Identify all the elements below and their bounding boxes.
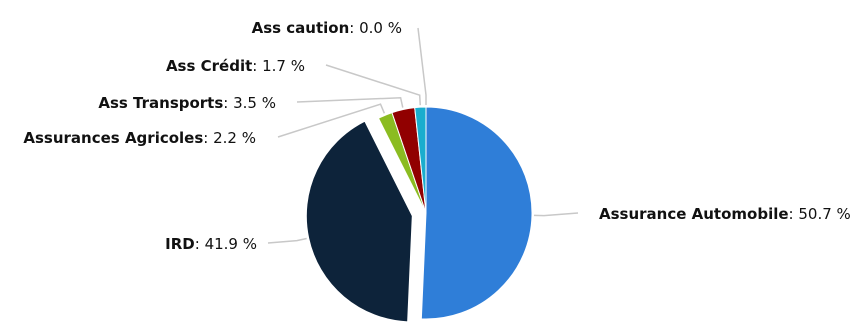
- slice-label-separator: :: [349, 19, 359, 37]
- slice-label-value: 1.7 %: [262, 57, 305, 75]
- pie-slices: [305, 106, 533, 323]
- slice-label-value: 0.0 %: [359, 19, 402, 37]
- slice-label-separator: :: [789, 205, 799, 223]
- leader-line-ass-caution: [417, 27, 427, 105]
- slice-label-value: 3.5 %: [233, 94, 276, 112]
- leader-line-assurances-agricoles: [277, 103, 386, 138]
- slice-label-ird: IRD: 41.9 %: [165, 235, 257, 253]
- slice-label-separator: :: [203, 129, 213, 147]
- slice-label-name: Assurance Automobile: [599, 205, 789, 223]
- slice-label-assurance-automobile: Assurance Automobile: 50.7 %: [599, 205, 851, 223]
- slice-label-value: 41.9 %: [205, 235, 257, 253]
- slice-label-name: Ass Crédit: [166, 57, 252, 75]
- slice-label-ass-caution: Ass caution: 0.0 %: [252, 19, 402, 37]
- pie-slice-ird: [305, 120, 413, 323]
- slice-label-value: 50.7 %: [798, 205, 850, 223]
- slice-label-separator: :: [252, 57, 262, 75]
- leader-line-ass-credit: [325, 64, 421, 106]
- leader-lines: [267, 27, 579, 244]
- slice-labels: Assurance Automobile: 50.7 % IRD: 41.9 % A…: [23, 19, 850, 253]
- leader-line-ird: [267, 237, 307, 244]
- leader-line-ass-transports: [296, 96, 404, 108]
- slice-label-value: 2.2 %: [213, 129, 256, 147]
- pie-slice-assurance-automobile: [420, 106, 533, 320]
- slice-label-name: Ass caution: [252, 19, 350, 37]
- slice-label-name: Ass Transports: [98, 94, 223, 112]
- slice-label-separator: :: [195, 235, 205, 253]
- slice-label-ass-transports: Ass Transports: 3.5 %: [98, 94, 276, 112]
- slice-label-assurances-agricoles: Assurances Agricoles: 2.2 %: [23, 129, 256, 147]
- slice-label-name: Assurances Agricoles: [23, 129, 203, 147]
- slice-label-name: IRD: [165, 235, 195, 253]
- slice-label-separator: :: [223, 94, 233, 112]
- slice-label-ass-credit: Ass Crédit: 1.7 %: [166, 57, 305, 75]
- leader-line-assurance-automobile: [533, 212, 579, 217]
